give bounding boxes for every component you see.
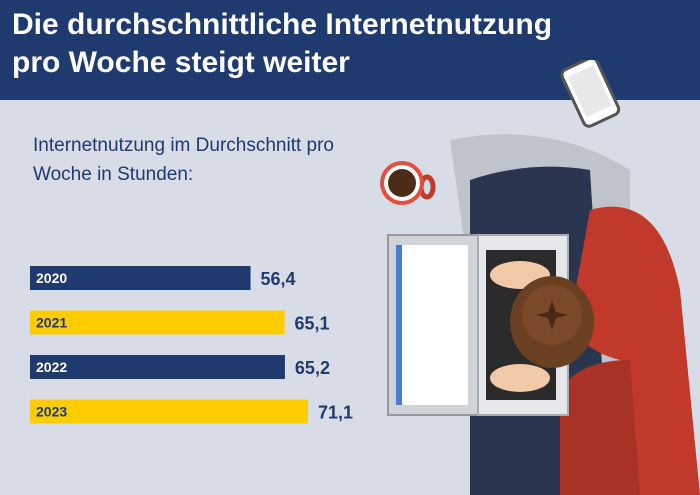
hand-right [490,364,550,392]
title-line-1: Die durchschnittliche Internetnutzung [12,8,553,41]
value-label-2023: 71,1 [318,403,353,423]
category-label-2021: 2021 [36,315,67,331]
coffee-cup-icon [380,161,436,205]
sweater-arm [570,206,700,495]
bar-2023 [30,399,308,424]
smartphone-icon [560,60,621,128]
page-title: Die durchschnittliche Internetnutzung pr… [12,6,652,82]
bar-2020 [30,266,251,290]
value-label-2020: 56,4 [261,269,296,289]
bar-2021 [30,310,285,335]
header-banner: Die durchschnittliche Internetnutzung pr… [0,0,700,100]
category-label-2023: 2023 [36,404,67,420]
person-at-laptop-icon [380,60,700,495]
title-line-2: pro Woche steigt weiter [12,46,350,79]
value-label-2021: 65,1 [295,314,330,334]
bar-2022 [30,355,285,379]
sweater-lower [560,360,640,495]
bar-chart: 2020 56,4 2021 65,1 2022 65,2 2023 71,1 [30,266,353,424]
chart-title: Internetnutzung im Durchschnitt pro Woch… [33,135,334,185]
value-label-2022: 65,2 [295,358,330,378]
category-label-2020: 2020 [36,270,67,286]
category-label-2022: 2022 [36,359,67,375]
